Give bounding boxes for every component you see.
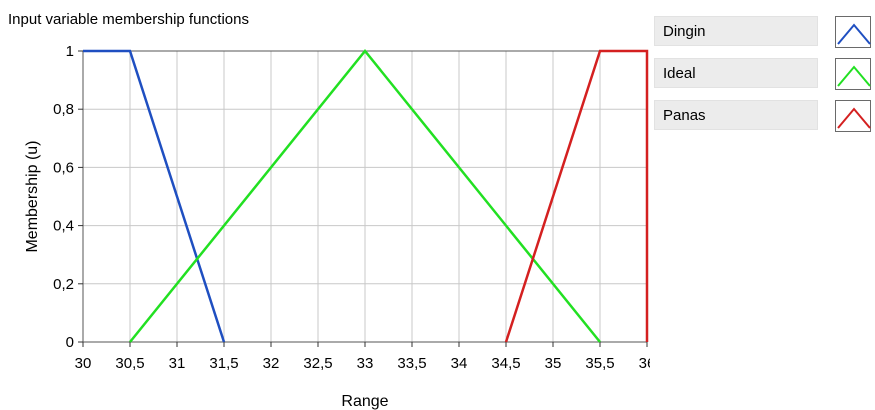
legend-label: Dingin <box>654 16 818 46</box>
line-style-icon[interactable] <box>835 16 871 48</box>
x-tick-label: 31,5 <box>209 355 238 372</box>
x-tick-label: 32,5 <box>303 355 332 372</box>
legend-item-dingin[interactable]: Dingin <box>652 16 875 50</box>
x-tick-label: 34 <box>451 355 468 372</box>
x-tick-label: 30,5 <box>115 355 144 372</box>
x-tick-label: 34,5 <box>491 355 520 372</box>
legend-item-panas[interactable]: Panas <box>652 100 875 134</box>
x-tick-label: 30 <box>75 355 92 372</box>
x-tick-label: 31 <box>169 355 186 372</box>
series-line-dingin <box>83 49 226 343</box>
series-line-ideal <box>129 49 601 343</box>
y-tick-label: 0,6 <box>53 159 74 176</box>
legend: Dingin Ideal Panas <box>652 16 875 142</box>
y-tick-label: 0 <box>66 334 74 351</box>
x-axis-label: Range <box>341 393 388 410</box>
line-style-icon[interactable] <box>835 58 871 90</box>
x-tick-label: 33 <box>357 355 374 372</box>
y-tick-label: 0,2 <box>53 276 74 293</box>
x-tick-label: 35,5 <box>585 355 614 372</box>
grid <box>82 50 648 343</box>
legend-label: Panas <box>654 100 818 130</box>
y-axis-label: Membership (u) <box>24 140 41 252</box>
y-tick-label: 1 <box>66 43 74 60</box>
legend-label: Ideal <box>654 58 818 88</box>
series-lines <box>83 49 649 343</box>
y-tick-label: 0,4 <box>53 218 74 235</box>
axes: 30 30,5 31 31,5 32 32,5 33 33,5 34 34,5 35 35,5 36 0 0… <box>53 43 650 372</box>
x-tick-label: 33,5 <box>397 355 426 372</box>
membership-chart: Input variable membership functions 30 30… <box>8 11 650 410</box>
series-line-panas <box>504 49 649 343</box>
x-tick-label: 36 <box>639 355 650 372</box>
x-tick-label: 35 <box>545 355 562 372</box>
x-tick-label: 32 <box>263 355 280 372</box>
y-tick-label: 0,8 <box>53 101 74 118</box>
chart-title: Input variable membership functions <box>8 11 249 28</box>
line-style-icon[interactable] <box>835 100 871 132</box>
legend-item-ideal[interactable]: Ideal <box>652 58 875 92</box>
